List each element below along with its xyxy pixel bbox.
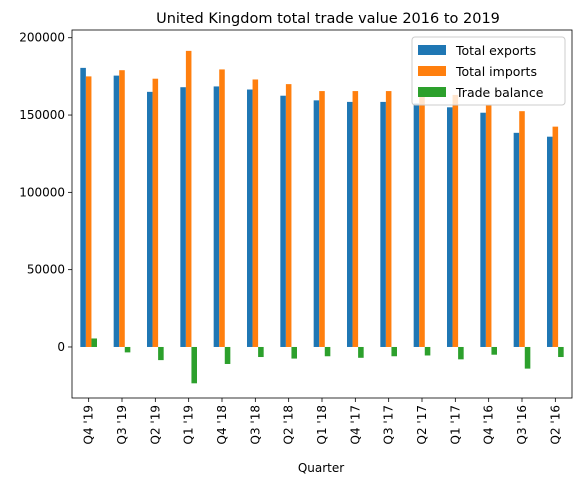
bar-total-exports-12 bbox=[480, 112, 486, 347]
bar-trade-balance-7 bbox=[324, 346, 331, 357]
plot-frame bbox=[71, 29, 573, 399]
x-axis: Q4 '19 Q3 '19 Q2 '19 Q1 '19 Q4 '18 Q3 '18 Q2 '… bbox=[82, 398, 562, 444]
bar-total-imports-10 bbox=[419, 94, 425, 347]
chart-title: United Kingdom total trade value 2016 to… bbox=[156, 11, 500, 27]
bar-total-exports-11 bbox=[447, 107, 453, 347]
bar-total-imports-0 bbox=[85, 76, 92, 347]
bar-total-imports-5 bbox=[252, 79, 259, 347]
y-tick-label: 50000 bbox=[27, 263, 65, 277]
x-tick-label: Q4 '18 bbox=[215, 405, 229, 444]
x-tick-label: Q2 '16 bbox=[548, 405, 562, 444]
bar-trade-balance-6 bbox=[291, 346, 297, 359]
y-tick-label: 0 bbox=[57, 340, 65, 354]
y-axis: 0 50000 100000 150000 200000 bbox=[19, 31, 72, 354]
x-tick-label: Q2 '17 bbox=[415, 405, 429, 444]
y-tick-label: 100000 bbox=[19, 185, 65, 199]
legend-label: Trade balance bbox=[455, 85, 544, 100]
x-tick-label: Q2 '18 bbox=[282, 405, 296, 444]
bar-trade-balance-1 bbox=[124, 346, 131, 353]
x-tick-label: Q2 '19 bbox=[148, 405, 162, 444]
legend-label: Total imports bbox=[455, 64, 537, 79]
bar-total-imports-9 bbox=[385, 91, 392, 347]
bar-total-imports-7 bbox=[319, 91, 325, 347]
bar-total-exports-1 bbox=[113, 75, 120, 347]
x-tick-label: Q3 '19 bbox=[115, 405, 129, 444]
x-tick-label: Q3 '17 bbox=[382, 405, 396, 444]
x-tick-label: Q4 '16 bbox=[482, 405, 496, 444]
bar-total-exports-6 bbox=[280, 95, 286, 347]
bar-total-imports-14 bbox=[552, 126, 559, 347]
x-tick-label: Q3 '16 bbox=[515, 405, 529, 444]
bar-total-exports-8 bbox=[347, 101, 353, 347]
bar-total-imports-1 bbox=[119, 70, 125, 347]
bar-trade-balance-14 bbox=[558, 346, 564, 358]
legend: Total exports Total imports Trade balance bbox=[411, 36, 566, 106]
bar-trade-balance-9 bbox=[391, 346, 397, 357]
bar-total-imports-8 bbox=[352, 91, 359, 347]
bar-total-imports-3 bbox=[185, 50, 192, 347]
bar-total-imports-13 bbox=[519, 111, 525, 347]
bar-total-exports-5 bbox=[247, 89, 253, 347]
legend-swatch bbox=[418, 66, 446, 76]
bar-total-exports-10 bbox=[413, 103, 420, 347]
bar-trade-balance-10 bbox=[424, 346, 431, 356]
bar-total-exports-7 bbox=[313, 100, 320, 347]
legend-swatch bbox=[418, 87, 446, 97]
bar-total-exports-13 bbox=[513, 132, 520, 347]
bar-trade-balance-13 bbox=[524, 346, 531, 369]
bar-total-imports-11 bbox=[452, 94, 459, 347]
y-tick-label: 150000 bbox=[19, 108, 65, 122]
x-tick-label: Q1 '18 bbox=[315, 405, 329, 444]
bar-total-imports-2 bbox=[152, 78, 159, 347]
bar-total-imports-12 bbox=[485, 104, 492, 347]
bar-total-exports-4 bbox=[213, 86, 220, 347]
y-tick-label: 200000 bbox=[19, 31, 65, 45]
x-tick-label: Q3 '18 bbox=[248, 405, 262, 444]
x-tick-label: Q4 '19 bbox=[82, 405, 96, 444]
legend-label: Total exports bbox=[455, 43, 536, 58]
bar-total-exports-14 bbox=[547, 136, 553, 347]
bar-total-imports-6 bbox=[285, 84, 292, 347]
bars-group bbox=[80, 50, 564, 384]
bar-trade-balance-8 bbox=[358, 346, 364, 358]
x-axis-label: Quarter bbox=[298, 461, 344, 475]
bar-trade-balance-3 bbox=[191, 346, 197, 384]
x-tick-label: Q1 '19 bbox=[182, 405, 196, 444]
legend-box bbox=[411, 36, 566, 106]
bar-total-imports-4 bbox=[219, 69, 225, 347]
bar-trade-balance-11 bbox=[458, 346, 464, 360]
x-tick-label: Q4 '17 bbox=[348, 405, 362, 444]
legend-swatch bbox=[418, 45, 446, 55]
bar-trade-balance-4 bbox=[224, 346, 231, 364]
bar-total-exports-2 bbox=[147, 91, 153, 347]
bar-total-exports-3 bbox=[180, 87, 186, 347]
bar-total-exports-0 bbox=[80, 67, 86, 347]
bar-trade-balance-5 bbox=[258, 346, 264, 358]
bar-total-exports-9 bbox=[380, 101, 386, 347]
bar-trade-balance-12 bbox=[491, 346, 497, 355]
bar-trade-balance-2 bbox=[158, 346, 164, 361]
bar-trade-balance-0 bbox=[91, 338, 97, 347]
x-tick-label: Q1 '17 bbox=[448, 405, 462, 444]
